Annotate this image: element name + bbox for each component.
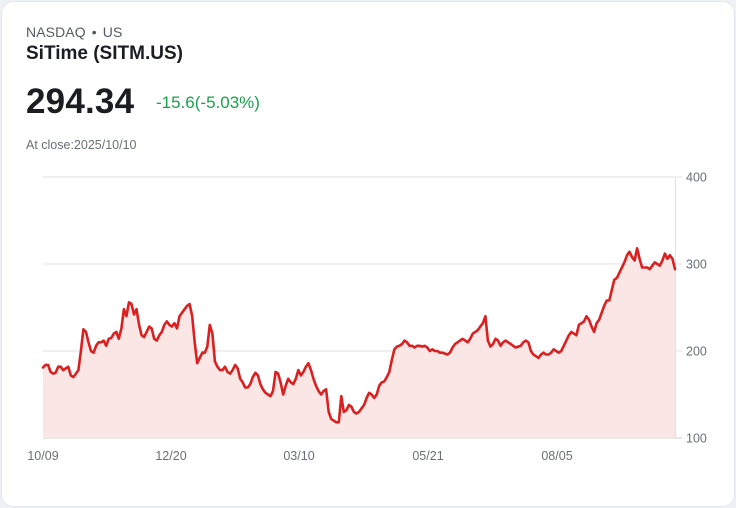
x-axis: 10/09 12/20 03/10 05/21 08/05 (27, 449, 572, 463)
stock-title: SiTime (SITM.US) (26, 43, 183, 64)
separator-dot: • (91, 24, 97, 40)
exchange-line: NASDAQ • US (26, 24, 122, 40)
y-tick-label: 200 (686, 345, 707, 359)
y-tick-label: 100 (686, 432, 707, 446)
x-tick-label: 08/05 (541, 449, 572, 463)
x-tick-label: 12/20 (155, 449, 186, 463)
close-date: At close:2025/10/10 (26, 138, 137, 152)
x-tick-label: 10/09 (27, 449, 58, 463)
y-tick-label: 300 (686, 258, 707, 272)
price-area-fill (43, 248, 675, 438)
y-tick-label: 400 (686, 171, 707, 185)
x-tick-label: 03/10 (283, 449, 314, 463)
stock-price: 294.34 (26, 82, 135, 121)
y-axis: 100 200 300 400 (686, 171, 707, 446)
exchange-name: NASDAQ (26, 24, 86, 40)
region: US (102, 24, 123, 40)
price-line[interactable] (41, 247, 677, 424)
price-change: -15.6(-5.03%) (156, 93, 260, 112)
x-tick-label: 05/21 (412, 449, 443, 463)
